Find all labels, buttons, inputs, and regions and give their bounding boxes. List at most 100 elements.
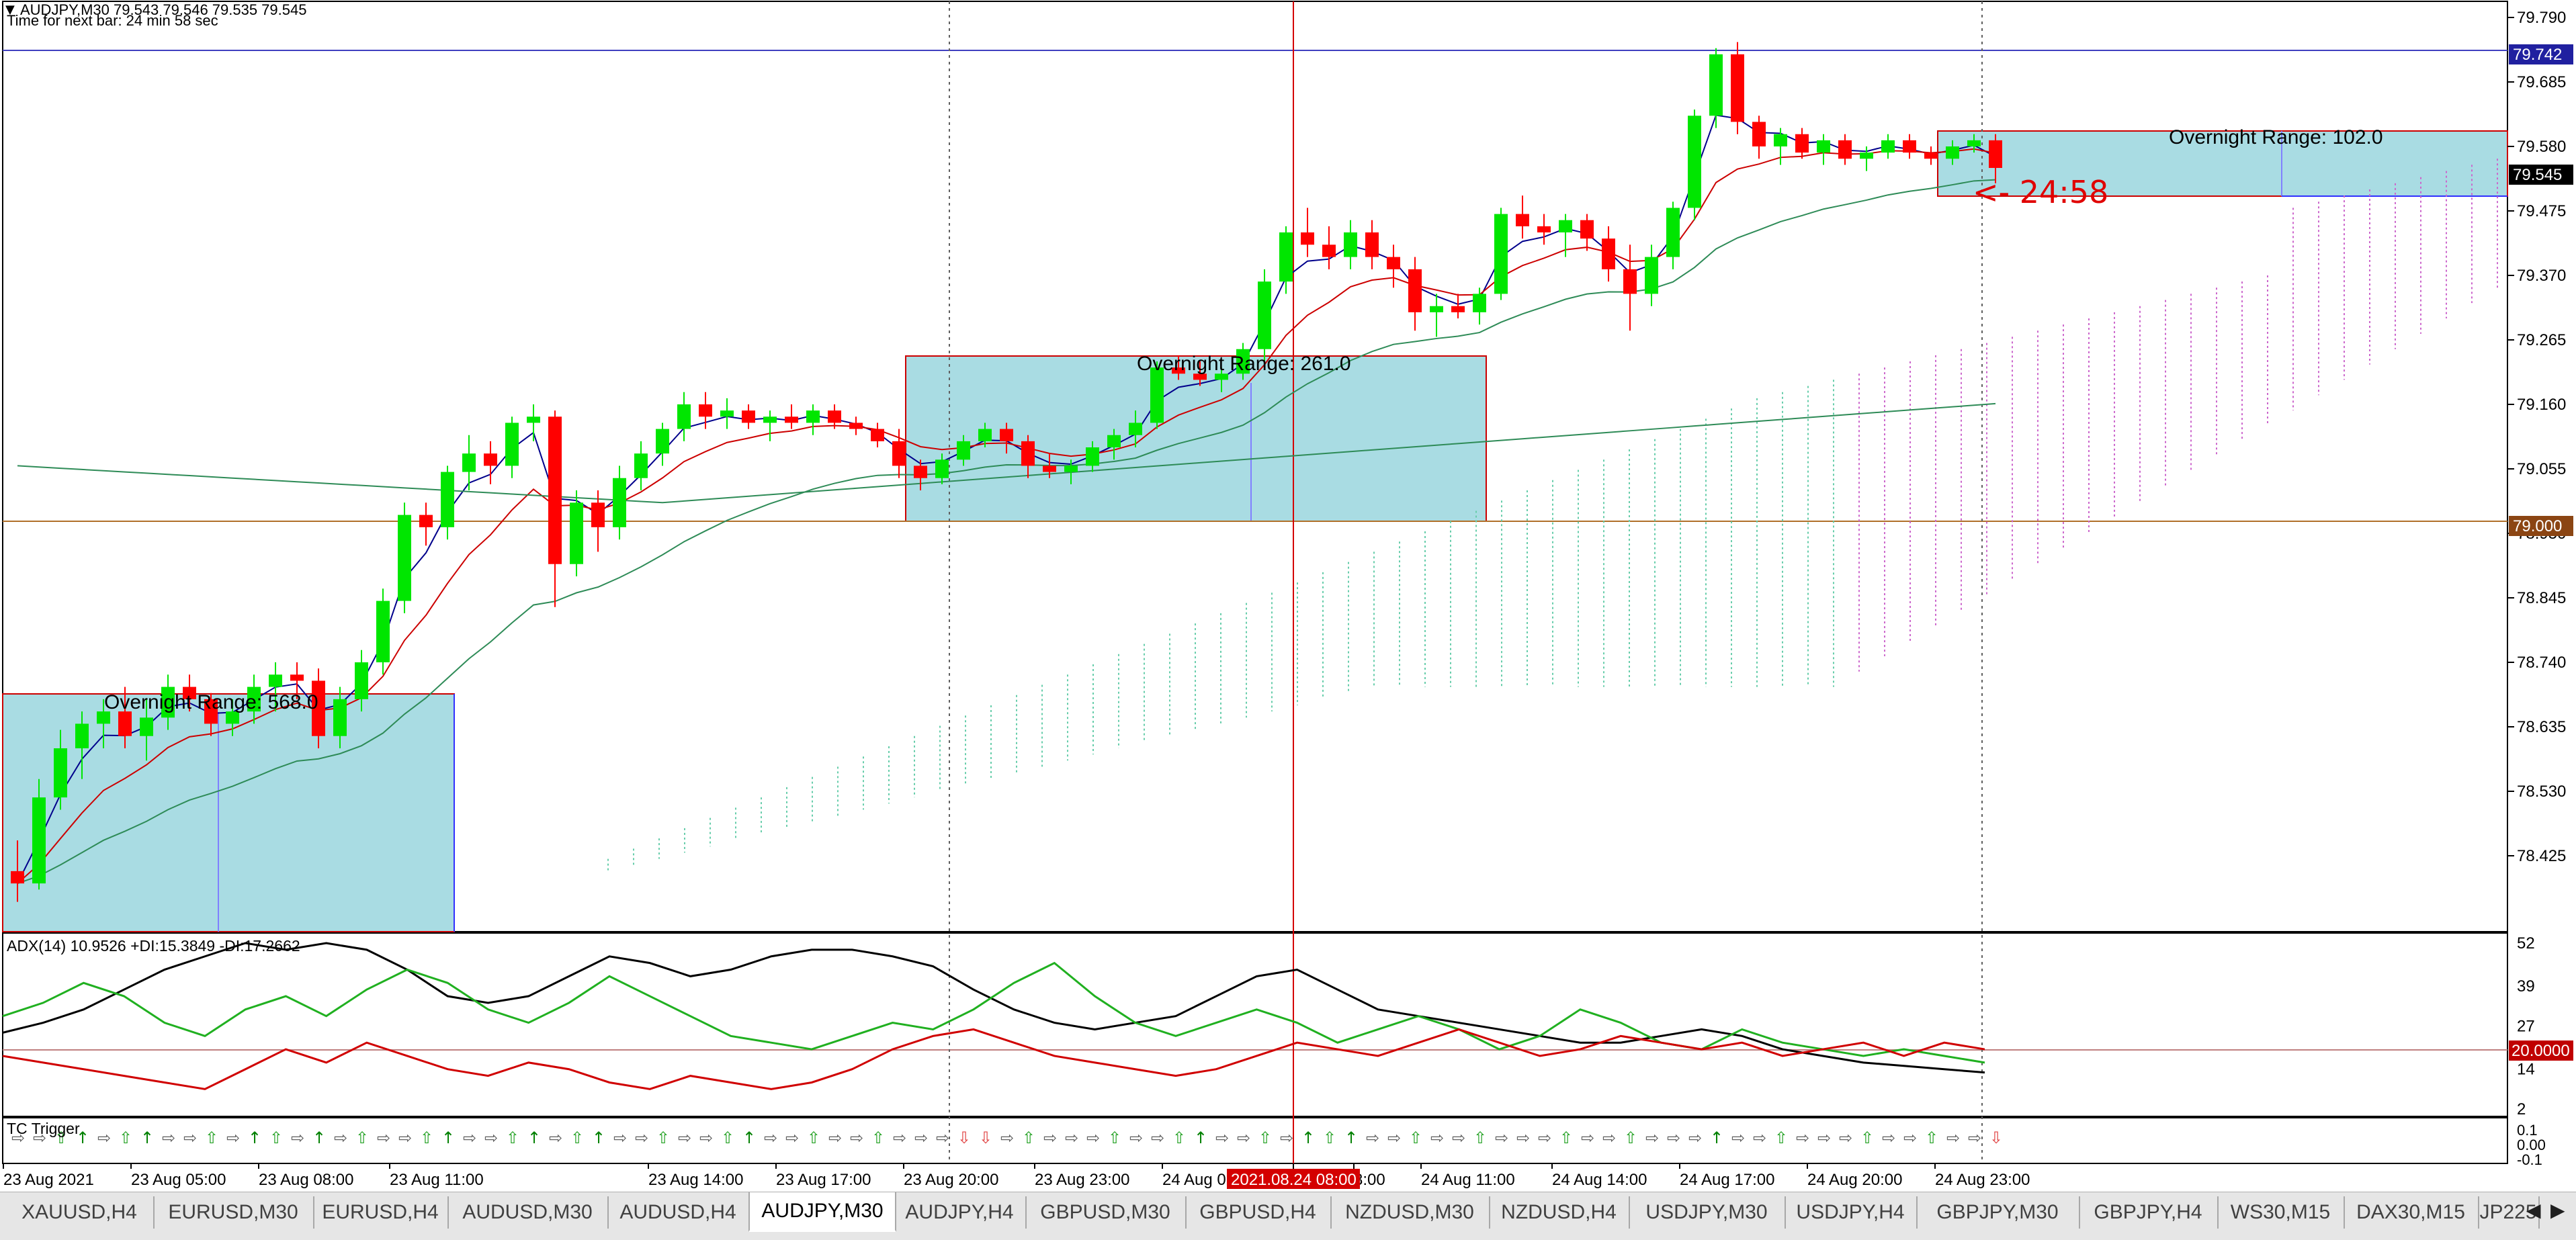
candle-body (312, 680, 325, 736)
tc-arrow-icon: ⇨ (1688, 1128, 1702, 1147)
tc-arrow-icon: ⇨ (936, 1128, 949, 1147)
candle-body (1559, 220, 1572, 232)
tab-usdjpy-m30[interactable]: USDJPY,M30 (1629, 1196, 1786, 1229)
svg-text:2021.08.24 08:00: 2021.08.24 08:00 (1231, 1171, 1357, 1189)
tab-ws30-m15[interactable]: WS30,M15 (2217, 1196, 2345, 1229)
adx-panel-frame[interactable] (2, 932, 2508, 1117)
tc-arrow-icon: ↑ (1301, 1128, 1315, 1147)
tc-arrow-icon: ⇧ (355, 1128, 369, 1147)
candle-body (1688, 116, 1701, 208)
tc-trigger-arrows: ⇨ ⇨ ⇧ ↑ ⇨ ⇧ ↑ ⇨ ⇨ ⇧ ⇨ ↑ ⇧ ⇨ ↑ ⇨ ⇧ ⇨ ⇨ ⇧ ↑ ⇨ ⇨ ⇧ ↑ ⇨ ⇧ ↑ ⇨ ⇨ ⇧ ⇨ ⇨ ⇧ ↑ ⇨ ⇨ ⇧ ⇨ ⇨… (11, 1128, 2003, 1147)
tc-arrow-icon: ⇧ (1624, 1128, 1637, 1147)
candle-body (183, 687, 196, 699)
tc-arrow-icon: ⇧ (871, 1128, 885, 1147)
candle-body (1537, 226, 1551, 232)
chart-tab-bar: XAUUSD,H4 EURUSD,M30 EURUSD,H4 AUDUSD,M30 AU… (0, 1192, 2576, 1240)
candle-body (1838, 140, 1852, 159)
tab-usdjpy-h4[interactable]: USDJPY,H4 (1785, 1196, 1918, 1229)
svg-text:79.742: 79.742 (2513, 46, 2562, 64)
price-label-current: 79.545 (2509, 165, 2573, 185)
tc-arrow-icon: ⇨ (334, 1128, 347, 1147)
candle-body (548, 416, 562, 564)
tc-arrow-icon: ↑ (441, 1128, 455, 1147)
candle-body (161, 687, 175, 718)
tab-gbpusd-m30[interactable]: GBPUSD,M30 (1025, 1196, 1187, 1229)
tab-audusd-h4[interactable]: AUDUSD,H4 (607, 1196, 750, 1229)
tc-arrow-icon: ⇧ (1860, 1128, 1874, 1147)
tab-audjpy-h4[interactable]: AUDJPY,H4 (894, 1196, 1027, 1229)
trading-chart[interactable]: ⇨ ⇨ ⇧ ↑ ⇨ ⇧ ↑ ⇨ ⇨ ⇧ ⇨ ↑ ⇧ ⇨ ↑ ⇨ ⇧ ⇨ ⇨ ⇧ ↑ ⇨ ⇨ ⇧ ↑ ⇨ ⇧ ↑ ⇨ ⇨ ⇧ ⇨ ⇨ ⇧ ↑ ⇨ ⇨ ⇧ ⇨ ⇨… (0, 0, 2576, 1192)
tc-arrow-icon: ⇨ (1538, 1128, 1551, 1147)
time-tick-label: 23 Aug 08:00 (259, 1171, 353, 1189)
tc-arrow-icon: ⇨ (1839, 1128, 1852, 1147)
tc-arrow-icon: ⇧ (807, 1128, 820, 1147)
tab-scroll-right-icon[interactable]: ▶ (2550, 1200, 2565, 1221)
tc-arrow-icon: ⇨ (1215, 1128, 1229, 1147)
tab-eurusd-h4[interactable]: EURUSD,H4 (313, 1196, 449, 1229)
tab-xauusd-h4[interactable]: XAUUSD,H4 (5, 1196, 155, 1229)
ma-long-line (17, 402, 1996, 504)
candlestick-series (11, 42, 2002, 902)
candle-body (505, 423, 519, 466)
time-tick-label: 24 Aug 14:00 (1552, 1171, 1647, 1189)
tab-gbpusd-h4[interactable]: GBPUSD,H4 (1185, 1196, 1332, 1229)
tab-audusd-m30[interactable]: AUDUSD,M30 (447, 1196, 609, 1229)
tc-arrow-icon: ⇧ (420, 1128, 433, 1147)
candle-body (1215, 373, 1228, 380)
candle-body (1924, 152, 1938, 159)
adx-lines (2, 942, 1985, 1090)
tab-audjpy-m30[interactable]: AUDJPY,M30 (748, 1192, 896, 1232)
tc-arrow-icon: ⇧ (1172, 1128, 1186, 1147)
tab-nzdusd-h4[interactable]: NZDUSD,H4 (1489, 1196, 1630, 1229)
tc-arrow-icon: ⇨ (1731, 1128, 1745, 1147)
candle-body (1279, 232, 1293, 282)
candle-body (1946, 146, 1959, 159)
tc-arrow-icon: ⇨ (1495, 1128, 1508, 1147)
candle-body (1494, 214, 1508, 294)
tc-arrow-icon: ⇨ (1882, 1128, 1895, 1147)
tc-arrow-icon: ⇨ (1753, 1128, 1766, 1147)
tc-arrow-icon: ⇨ (1151, 1128, 1164, 1147)
price-tick-label: 79.475 (2517, 202, 2566, 220)
tc-arrow-icon: ⇨ (764, 1128, 777, 1147)
price-tick-label: 79.580 (2517, 138, 2566, 156)
tc-trigger-label: TC Trigger (7, 1120, 80, 1137)
candle-body (1989, 140, 2002, 168)
candle-body (1451, 306, 1465, 312)
candle-body (75, 723, 89, 748)
tc-arrow-icon: ⇨ (1602, 1128, 1616, 1147)
tab-gbpjpy-m30[interactable]: GBPJPY,M30 (1916, 1196, 2080, 1229)
candle-body (978, 429, 992, 441)
tab-eurusd-m30[interactable]: EURUSD,M30 (153, 1196, 314, 1229)
adx-tick-label: 14 (2517, 1061, 2535, 1079)
candle-body (269, 674, 282, 687)
tc-panel-frame[interactable] (2, 1117, 2508, 1164)
adx-tick-label: 39 (2517, 977, 2535, 995)
candle-body (1817, 140, 1830, 153)
collapse-arrow-icon[interactable]: ▼ (5, 3, 15, 17)
candle-body (1021, 441, 1035, 466)
tab-scroll-left-icon[interactable]: ◀ (2526, 1200, 2541, 1221)
price-tick-label: 78.425 (2517, 847, 2566, 865)
tc-arrow-icon: ↑ (140, 1128, 154, 1147)
candle-body (1860, 152, 1873, 159)
plus-di-line (2, 961, 1985, 1064)
tab-gbpjpy-h4[interactable]: GBPJPY,H4 (2079, 1196, 2219, 1229)
time-axis[interactable]: 23 Aug 2021 23 Aug 05:00 23 Aug 08:00 23 Au… (3, 1163, 2030, 1189)
tc-arrow-icon: ↑ (592, 1128, 605, 1147)
time-tick-label: 24 Aug 11:00 (1421, 1171, 1515, 1189)
tab-jp225[interactable]: JP225 (2478, 1196, 2540, 1229)
tc-arrow-icon: ⇨ (398, 1128, 412, 1147)
tc-arrow-icon: ⇨ (850, 1128, 863, 1147)
price-axis[interactable]: 79.790 79.685 79.580 79.475 79.370 79.265 79.1… (2507, 9, 2566, 865)
overnight-range-label-3: Overnight Range: 102.0 (2169, 126, 2383, 148)
tab-dax30-m15[interactable]: DAX30,M15 (2344, 1196, 2479, 1229)
candle-body (1043, 466, 1056, 472)
candle-body (1731, 54, 1744, 122)
tc-arrow-icon: ⇩ (957, 1128, 971, 1147)
svg-text:79.545: 79.545 (2513, 166, 2562, 184)
tab-nzdusd-m30[interactable]: NZDUSD,M30 (1330, 1196, 1490, 1229)
candle-body (140, 717, 153, 736)
tc-arrow-icon: ⇨ (1000, 1128, 1014, 1147)
candle-body (97, 711, 110, 724)
